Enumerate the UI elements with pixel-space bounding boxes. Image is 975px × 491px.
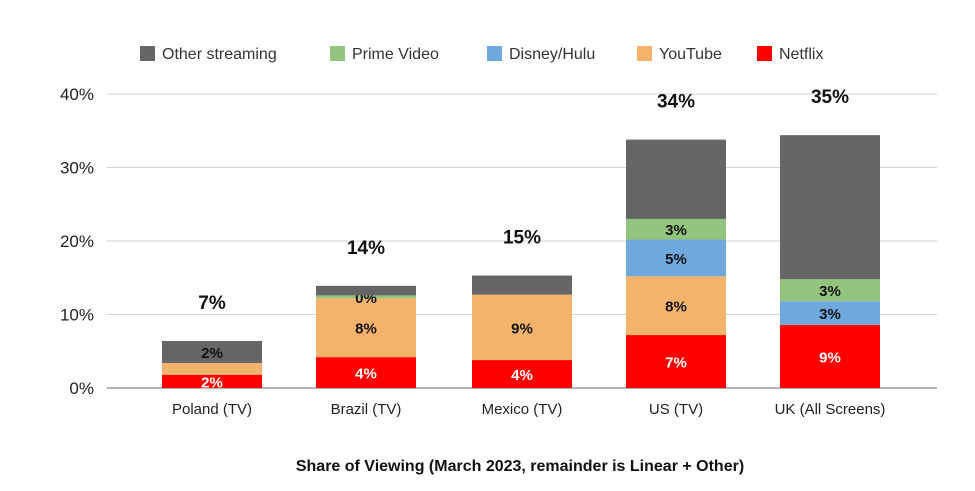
x-tick-label: Brazil (TV) — [331, 401, 402, 418]
legend-label: Netflix — [779, 46, 823, 63]
bar-segment-other-streaming — [626, 139, 726, 219]
bar-segment-disney-hulu — [780, 301, 880, 325]
legend-label: Prime Video — [352, 46, 439, 63]
segment-data-label: 8% — [355, 321, 377, 338]
bars: 2%2%7%4%8%0%14%4%9%15%7%8%5%3%34%9%3%3%3… — [162, 87, 880, 391]
bar-total-label: 7% — [198, 293, 226, 314]
legend-label: Other streaming — [162, 46, 277, 63]
x-axis-title: Share of Viewing (March 2023, remainder … — [296, 458, 744, 475]
bar-segment-netflix — [472, 360, 572, 388]
bar-segment-youtube — [162, 363, 262, 375]
segment-data-label: 3% — [665, 222, 687, 239]
y-tick-label: 20% — [60, 232, 94, 251]
legend-swatch — [330, 46, 345, 61]
legend-swatch — [637, 46, 652, 61]
bar-segment-prime-video — [780, 279, 880, 302]
legend-label: YouTube — [659, 46, 722, 63]
bar-total-label: 35% — [811, 87, 849, 108]
bar-segment-prime-video — [316, 295, 416, 299]
legend-label: Disney/Hulu — [509, 46, 595, 63]
bar-segment-netflix — [316, 357, 416, 388]
bar-segment-netflix — [162, 374, 262, 388]
bar-segment-other-streaming — [780, 135, 880, 280]
bar-segment-netflix — [626, 335, 726, 388]
segment-data-label: 9% — [819, 349, 841, 366]
x-tick-label: Poland (TV) — [172, 401, 252, 418]
bar-segment-youtube — [472, 294, 572, 361]
bar-segment-netflix — [780, 324, 880, 388]
segment-data-label: 7% — [665, 355, 687, 372]
bar-total-label: 34% — [657, 92, 695, 113]
segment-data-label: 2% — [201, 374, 223, 391]
legend-swatch — [757, 46, 772, 61]
legend-swatch — [140, 46, 155, 61]
segment-data-label: 2% — [201, 345, 223, 362]
segment-data-label: 3% — [819, 283, 841, 300]
bar-total-label: 14% — [347, 238, 385, 259]
bar-segment-youtube — [626, 276, 726, 336]
bar-total-label: 15% — [503, 228, 541, 249]
legend-swatch — [487, 46, 502, 61]
bar-segment-disney-hulu — [626, 239, 726, 277]
x-tick-label: US (TV) — [649, 401, 703, 418]
segment-data-label: 9% — [511, 320, 533, 337]
y-tick-label: 40% — [60, 85, 94, 104]
segment-data-label: 8% — [665, 299, 687, 316]
segment-data-label: 4% — [355, 366, 377, 383]
segment-data-label: 4% — [511, 367, 533, 384]
x-axis: Poland (TV) Brazil (TV) Mexico (TV) US (TV)… — [172, 401, 885, 418]
bar-segment-youtube — [316, 298, 416, 358]
y-tick-label: 0% — [69, 379, 94, 398]
bar-segment-other-streaming — [472, 275, 572, 295]
y-axis: 0% 10% 20% 30% 40% — [60, 85, 94, 398]
bar-segment-prime-video — [626, 218, 726, 240]
bar-segment-other-streaming — [162, 340, 262, 364]
bar-segment-other-streaming — [316, 285, 416, 296]
segment-data-label: 3% — [819, 306, 841, 323]
legend: Other streaming Prime Video Disney/Hulu You… — [140, 46, 823, 63]
y-tick-label: 10% — [60, 306, 94, 325]
segment-data-label: 5% — [665, 251, 687, 268]
y-tick-label: 30% — [60, 159, 94, 178]
x-tick-label: Mexico (TV) — [482, 401, 563, 418]
x-tick-label: UK (All Screens) — [775, 401, 886, 418]
